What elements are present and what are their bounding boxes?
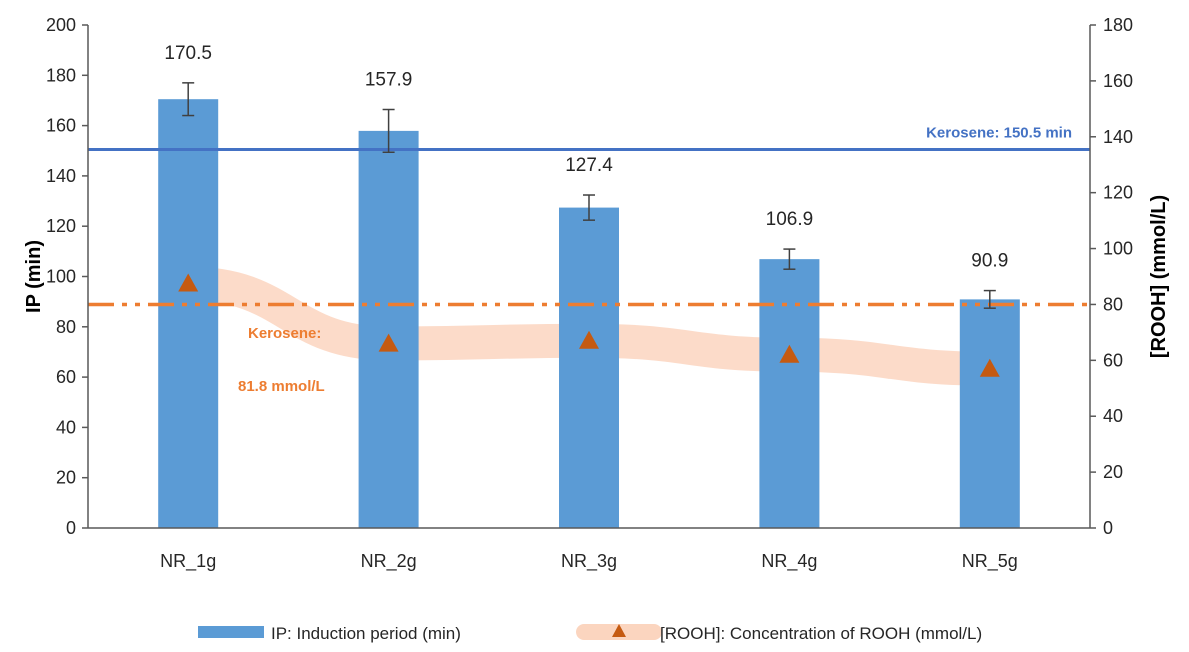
left-tick-label: 160 (46, 116, 76, 136)
right-tick-label: 160 (1103, 71, 1133, 91)
rooh-marker-1 (178, 273, 199, 292)
left-tick-label: 140 (46, 166, 76, 186)
bar-nr-5g (959, 299, 1020, 528)
labels-group: Kerosene: 150.5 min Kerosene: 81.8 mmol/L 0… (23, 15, 1170, 572)
bar-data-label-4: 106.9 (766, 209, 814, 230)
error-bars-group (182, 82, 996, 309)
rooh-marker-3 (579, 330, 599, 349)
rooh-markers-group (178, 273, 1000, 377)
right-tick-label: 180 (1103, 15, 1133, 35)
legend: IP: Induction period (min) [ROOH]: Concen… (198, 624, 982, 643)
right-tick-label: 80 (1103, 294, 1123, 314)
kerosene-rooh-label-line1: Kerosene: (248, 325, 321, 342)
right-tick-label: 60 (1103, 350, 1123, 370)
left-tick-label: 40 (56, 417, 76, 437)
bar-nr-2g (358, 130, 419, 528)
right-tick-label: 140 (1103, 127, 1133, 147)
right-axis-title: [ROOH] (mmol/L) (1148, 195, 1170, 358)
legend-label-rooh: [ROOH]: Concentration of ROOH (mmol/L) (660, 624, 982, 643)
left-tick-label: 0 (66, 518, 76, 538)
rooh-marker-2 (378, 333, 399, 352)
right-tick-label: 20 (1103, 462, 1123, 482)
bar-data-label-1: 170.5 (164, 43, 212, 64)
left-axis-title: IP (min) (23, 240, 45, 313)
left-tick-label: 120 (46, 216, 76, 236)
right-tick-label: 0 (1103, 518, 1113, 538)
left-tick-label: 80 (56, 317, 76, 337)
rooh-marker-5 (979, 358, 1000, 377)
left-tick-label: 60 (56, 367, 76, 387)
x-tick-label: NR_5g (962, 551, 1018, 572)
right-tick-label: 120 (1103, 183, 1133, 203)
rooh-marker-4 (779, 344, 800, 363)
legend-swatch-triangle (612, 624, 626, 637)
legend-label-ip: IP: Induction period (min) (271, 624, 461, 643)
left-tick-label: 20 (56, 468, 76, 488)
kerosene-ip-label: Kerosene: 150.5 min (926, 124, 1072, 141)
right-tick-label: 100 (1103, 239, 1133, 259)
left-tick-label: 100 (46, 267, 76, 287)
x-tick-label: NR_3g (561, 551, 617, 572)
right-tick-label: 40 (1103, 406, 1123, 426)
bar-data-label-3: 127.4 (565, 155, 613, 176)
legend-swatch-ip (198, 626, 264, 638)
bar-nr-3g (559, 207, 619, 529)
bar-nr-4g (759, 259, 820, 528)
kerosene-rooh-label-line2: 81.8 mmol/L (238, 378, 325, 395)
bar-nr-1g (158, 99, 219, 528)
bar-data-label-5: 90.9 (971, 251, 1008, 272)
bar-data-label-2: 157.9 (365, 70, 413, 91)
x-tick-label: NR_1g (160, 551, 216, 572)
left-tick-label: 180 (46, 65, 76, 85)
x-tick-label: NR_4g (761, 551, 817, 572)
axes-group (82, 24, 1096, 529)
x-tick-label: NR_2g (361, 551, 417, 572)
left-tick-label: 200 (46, 15, 76, 35)
reference-lines-group (88, 147, 1090, 307)
